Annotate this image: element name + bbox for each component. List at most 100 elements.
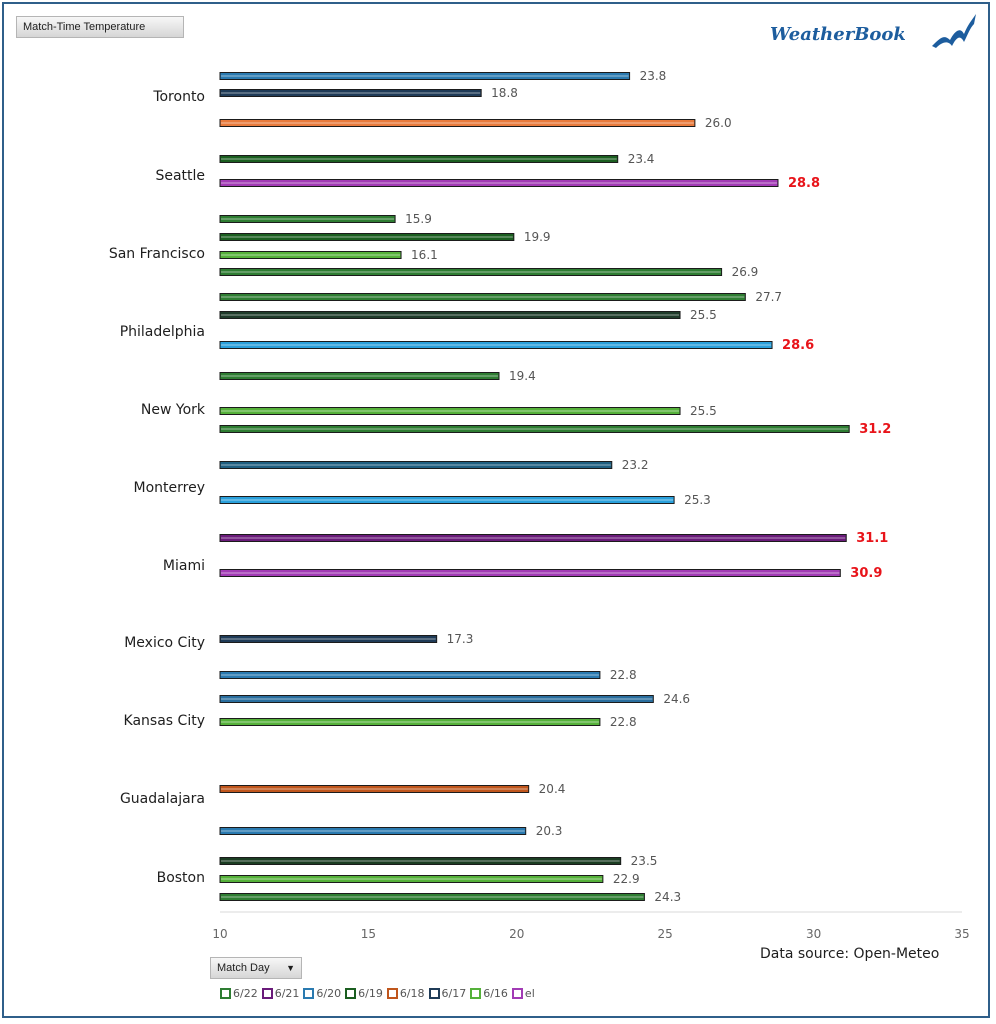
- x-tick-label-25: 25: [658, 927, 673, 941]
- legend-item-7[interactable]: 6/16: [470, 987, 508, 1000]
- bar-toronto-2: [219, 89, 482, 97]
- legend-label: 6/17: [441, 987, 467, 1000]
- bar-new-york-1: [219, 372, 500, 380]
- legend-label: 6/16: [483, 987, 508, 1000]
- bar-philadelphia-2: [219, 311, 681, 319]
- bar-guadalajara-1: [219, 785, 530, 793]
- legend-label: 6/20: [316, 987, 342, 1000]
- legend-label: 6/21: [274, 987, 300, 1000]
- value-label-seattle-1: 23.4: [628, 152, 655, 166]
- value-label-miami-2: 30.9: [850, 566, 882, 581]
- value-label-san-francisco-4: 26.9: [732, 265, 759, 279]
- value-label-toronto-1: 23.8: [640, 69, 667, 83]
- legend-label: 6/22: [233, 987, 258, 1000]
- value-label-san-francisco-3: 16.1: [411, 248, 438, 262]
- value-label-monterrey-2: 25.3: [684, 493, 711, 507]
- bar-philadelphia-3: [219, 341, 773, 349]
- value-label-san-francisco-2: 19.9: [524, 230, 551, 244]
- legend-swatch-icon: [303, 988, 315, 999]
- value-label-san-francisco-1: 15.9: [405, 212, 432, 226]
- field-button-match-time-temperature[interactable]: Match-Time Temperature: [16, 16, 184, 38]
- category-label-mexico-city: Mexico City: [124, 635, 205, 651]
- value-label-boston-4: 24.3: [654, 890, 681, 904]
- legend-swatch-icon: [345, 988, 357, 999]
- x-tick-label-20: 20: [509, 927, 524, 941]
- value-label-guadalajara-1: 20.4: [539, 782, 566, 796]
- legend-swatch-icon: [511, 988, 523, 999]
- bar-philadelphia-1: [219, 293, 746, 301]
- value-label-philadelphia-3: 28.6: [782, 338, 814, 353]
- value-label-new-york-1: 19.4: [509, 369, 536, 383]
- bar-mexico-city-1: [219, 635, 438, 643]
- legend-item-4[interactable]: 6/19: [345, 987, 383, 1000]
- brand-name: WeatherBook: [770, 24, 906, 45]
- legend-item-1[interactable]: 6/22: [220, 987, 258, 1000]
- legend-item-8[interactable]: el: [511, 987, 535, 1000]
- legend-label: el: [524, 987, 535, 1000]
- category-label-seattle: Seattle: [155, 168, 205, 184]
- value-label-philadelphia-1: 27.7: [755, 290, 782, 304]
- bar-seattle-2: [219, 179, 779, 187]
- bar-boston-3: [219, 875, 604, 883]
- value-label-new-york-2: 25.5: [690, 404, 717, 418]
- category-label-san-francisco: San Francisco: [109, 246, 205, 262]
- x-tick-label-15: 15: [361, 927, 376, 941]
- value-label-kansas-city-2: 24.6: [663, 692, 690, 706]
- value-label-seattle-2: 28.8: [788, 176, 820, 191]
- bar-toronto-1: [219, 72, 631, 80]
- legend-label: 6/19: [358, 987, 383, 1000]
- legend-swatch-icon: [220, 988, 231, 999]
- x-tick-label-30: 30: [806, 927, 821, 941]
- value-label-monterrey-1: 23.2: [622, 458, 649, 472]
- bar-miami-1: [219, 534, 847, 542]
- value-label-toronto-2: 18.8: [491, 86, 518, 100]
- value-label-kansas-city-3: 22.8: [610, 715, 637, 729]
- value-label-new-york-3: 31.2: [859, 422, 891, 437]
- bar-kansas-city-2: [219, 695, 654, 703]
- legend-item-5[interactable]: 6/18: [386, 987, 425, 1000]
- bar-kansas-city-1: [219, 671, 601, 679]
- legend-label: 6/18: [399, 987, 425, 1000]
- category-label-kansas-city: Kansas City: [124, 713, 205, 729]
- category-label-toronto: Toronto: [152, 89, 205, 105]
- x-tick-label-35: 35: [954, 927, 969, 941]
- bar-kansas-city-3: [219, 718, 601, 726]
- legend-swatch-icon: [261, 988, 273, 999]
- bar-new-york-2: [219, 407, 681, 415]
- value-label-boston-3: 22.9: [613, 872, 640, 886]
- bar-boston-1: [219, 827, 527, 835]
- x-tick-label-10: 10: [212, 927, 227, 941]
- bar-san-francisco-2: [219, 233, 515, 241]
- bar-monterrey-1: [219, 461, 613, 469]
- legend-item-6[interactable]: 6/17: [428, 987, 467, 1000]
- bar-toronto-3: [219, 119, 696, 127]
- category-label-guadalajara: Guadalajara: [120, 791, 205, 807]
- bar-monterrey-2: [219, 496, 675, 504]
- bar-boston-4: [219, 893, 645, 901]
- bar-san-francisco-3: [219, 251, 402, 259]
- match-day-filter-button[interactable]: Match Day ▼: [210, 957, 302, 979]
- bar-san-francisco-4: [219, 268, 723, 276]
- match-day-label: Match Day: [217, 962, 270, 974]
- legend-swatch-icon: [428, 988, 440, 999]
- bar-san-francisco-1: [219, 215, 396, 223]
- value-label-miami-1: 31.1: [856, 531, 888, 546]
- legend-swatch-icon: [470, 988, 482, 999]
- category-label-philadelphia: Philadelphia: [120, 324, 205, 340]
- bar-new-york-3: [219, 425, 850, 433]
- category-label-new-york: New York: [141, 402, 206, 418]
- category-label-monterrey: Monterrey: [134, 480, 205, 496]
- value-label-mexico-city-1: 17.3: [447, 632, 474, 646]
- value-label-philadelphia-2: 25.5: [690, 308, 717, 322]
- legend-item-3[interactable]: 6/20: [303, 987, 341, 1000]
- category-label-miami: Miami: [163, 558, 205, 574]
- value-label-boston-1: 20.3: [536, 824, 563, 838]
- value-label-toronto-3: 26.0: [705, 116, 732, 130]
- bar-miami-2: [219, 569, 841, 577]
- bar-seattle-1: [219, 155, 619, 163]
- legend-item-2[interactable]: 6/21: [261, 987, 300, 1000]
- value-label-boston-2: 23.5: [631, 854, 658, 868]
- category-label-boston: Boston: [157, 870, 205, 886]
